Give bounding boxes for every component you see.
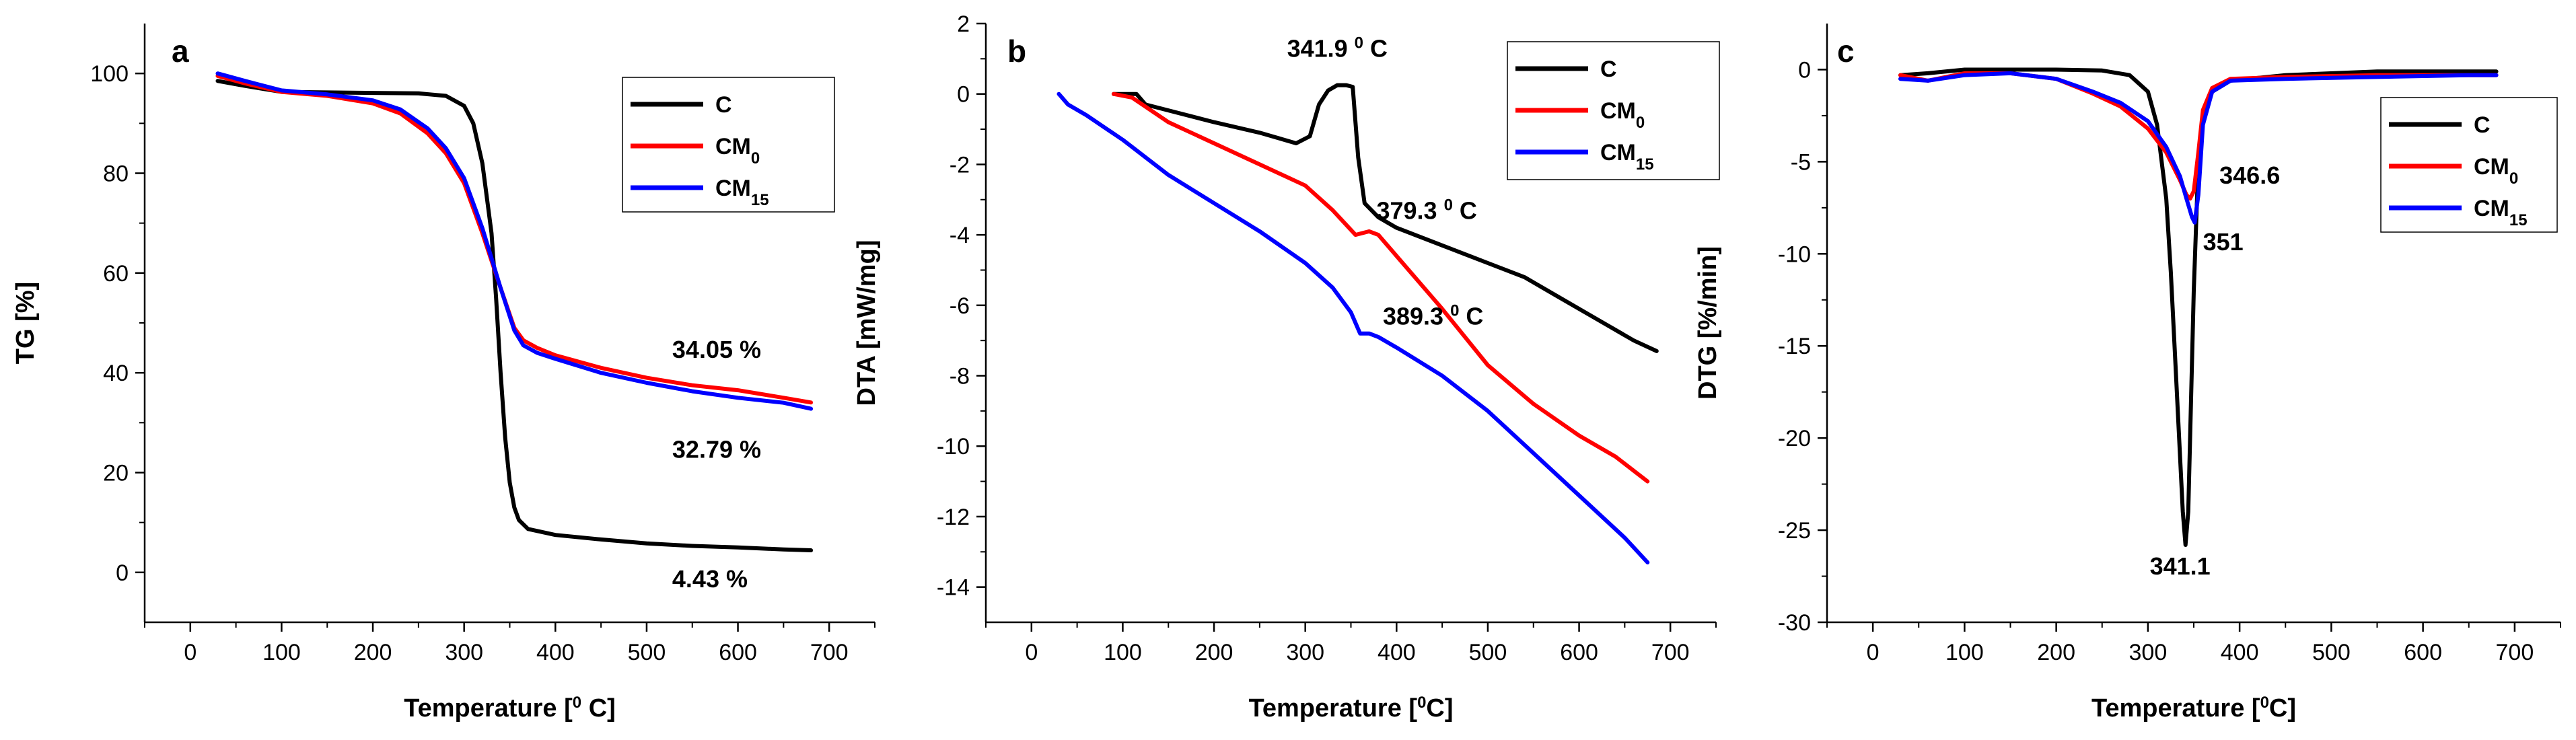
x-tick-label: 500 bbox=[1469, 640, 1507, 665]
x-axis-title: Temperature [0 C] bbox=[404, 694, 616, 723]
data-annotation: 379.3 0 C bbox=[1376, 196, 1476, 225]
panel-letter: a bbox=[172, 34, 189, 69]
data-annotation: 4.43 % bbox=[672, 565, 748, 593]
series-line-cm15 bbox=[1898, 71, 2499, 225]
panel-b: 0 100 200 300 400 500 600 700 2 0 -2 -4 -6 -8 -10 -12 -1… bbox=[853, 11, 1720, 723]
x-tick-label: 200 bbox=[2037, 640, 2075, 665]
y-tick-label: 0 bbox=[116, 560, 129, 586]
legend: C CM0 CM15 bbox=[1507, 41, 1720, 180]
series-line-c bbox=[215, 79, 814, 552]
data-annotation: 341.9 0 C bbox=[1287, 34, 1388, 63]
x-tick-label: 400 bbox=[1378, 640, 1416, 665]
y-tick-label: -8 bbox=[950, 364, 970, 390]
x-tick-label: 300 bbox=[2129, 640, 2168, 665]
data-annotation: 34.05 % bbox=[672, 336, 761, 363]
x-tick-label: 100 bbox=[1945, 640, 1984, 665]
x-tick-label: 0 bbox=[1025, 640, 1038, 665]
legend: C CM0 CM15 bbox=[2380, 97, 2558, 233]
y-tick-label: 0 bbox=[1798, 57, 1811, 83]
data-annotation: 32.79 % bbox=[672, 435, 761, 463]
x-tick-label: 100 bbox=[262, 640, 301, 665]
series-line-cm15 bbox=[1057, 91, 1650, 564]
x-tick-label: 0 bbox=[1867, 640, 1880, 665]
x-tick-label: 100 bbox=[1104, 640, 1142, 665]
y-tick-label: 0 bbox=[957, 82, 970, 108]
legend-label-cm0: CM0 bbox=[1600, 98, 1645, 132]
legend-label-cm15: CM15 bbox=[2474, 196, 2528, 229]
data-annotation: 389.3 0 C bbox=[1383, 301, 1483, 330]
y-tick-label: -14 bbox=[937, 575, 970, 601]
x-tick-label: 600 bbox=[719, 640, 757, 665]
legend: C CM0 CM15 bbox=[622, 77, 835, 213]
series-line-cm0 bbox=[1111, 91, 1650, 484]
y-tick-label: -12 bbox=[937, 505, 970, 530]
legend-label-cm15: CM15 bbox=[1600, 140, 1654, 174]
panel-a: 0 100 200 300 400 500 600 700 0 20 40 60 80 100 Temper… bbox=[11, 24, 875, 723]
x-axis-title: Temperature [0C] bbox=[1248, 694, 1453, 723]
legend-label-c: C bbox=[2474, 112, 2491, 138]
y-axis-title: TG [%] bbox=[11, 282, 40, 364]
y-tick-label: -4 bbox=[950, 223, 970, 248]
x-tick-label: 500 bbox=[628, 640, 666, 665]
x-tick-label: 300 bbox=[445, 640, 483, 665]
legend-label-cm15: CM15 bbox=[715, 176, 769, 209]
x-tick-label: 200 bbox=[354, 640, 392, 665]
x-tick-label: 600 bbox=[2404, 640, 2442, 665]
panel-letter: c bbox=[1837, 34, 1855, 69]
y-tick-label: 2 bbox=[957, 11, 970, 37]
y-tick-label: -25 bbox=[1778, 518, 1811, 544]
panel-c: 0 100 200 300 400 500 600 700 0 -5 -10 -15 -20 -25 -30… bbox=[1694, 24, 2561, 723]
x-tick-label: 500 bbox=[2312, 640, 2351, 665]
y-tick-label: -10 bbox=[937, 434, 970, 459]
x-tick-label: 200 bbox=[1195, 640, 1233, 665]
y-tick-label: -5 bbox=[1791, 149, 1811, 175]
y-tick-label: 60 bbox=[103, 261, 129, 287]
x-tick-label: 700 bbox=[1651, 640, 1690, 665]
series-line-c bbox=[1111, 83, 1659, 353]
y-tick-label: -15 bbox=[1778, 334, 1811, 359]
legend-label-cm0: CM0 bbox=[715, 134, 760, 168]
y-tick-label: 40 bbox=[103, 361, 129, 386]
x-tick-label: 600 bbox=[1560, 640, 1598, 665]
data-annotation: 346.6 bbox=[2219, 161, 2280, 189]
y-tick-label: 80 bbox=[103, 161, 129, 187]
y-axis-title: DTA [mW/mg] bbox=[853, 240, 881, 406]
x-tick-label: 0 bbox=[184, 640, 196, 665]
data-annotation: 351 bbox=[2203, 228, 2244, 256]
y-tick-label: -2 bbox=[950, 152, 970, 178]
y-tick-label: 20 bbox=[103, 461, 129, 486]
legend-label-c: C bbox=[715, 92, 732, 118]
y-tick-label: 100 bbox=[90, 61, 129, 87]
x-tick-label: 700 bbox=[2496, 640, 2534, 665]
x-tick-label: 300 bbox=[1286, 640, 1324, 665]
y-axis-title: DTG [%/min] bbox=[1694, 246, 1722, 400]
data-annotation: 341.1 bbox=[2150, 552, 2211, 580]
y-tick-label: -30 bbox=[1778, 610, 1811, 636]
legend-label-cm0: CM0 bbox=[2474, 154, 2518, 188]
x-tick-label: 400 bbox=[536, 640, 575, 665]
panel-letter: b bbox=[1007, 34, 1026, 69]
x-tick-label: 400 bbox=[2221, 640, 2259, 665]
x-axis-title: Temperature [0C] bbox=[2091, 694, 2296, 723]
y-tick-label: -20 bbox=[1778, 426, 1811, 451]
series-line-cm15 bbox=[215, 71, 814, 411]
legend-label-c: C bbox=[1600, 57, 1617, 82]
x-tick-label: 700 bbox=[810, 640, 849, 665]
y-tick-label: -6 bbox=[950, 293, 970, 319]
y-tick-label: -10 bbox=[1778, 242, 1811, 267]
